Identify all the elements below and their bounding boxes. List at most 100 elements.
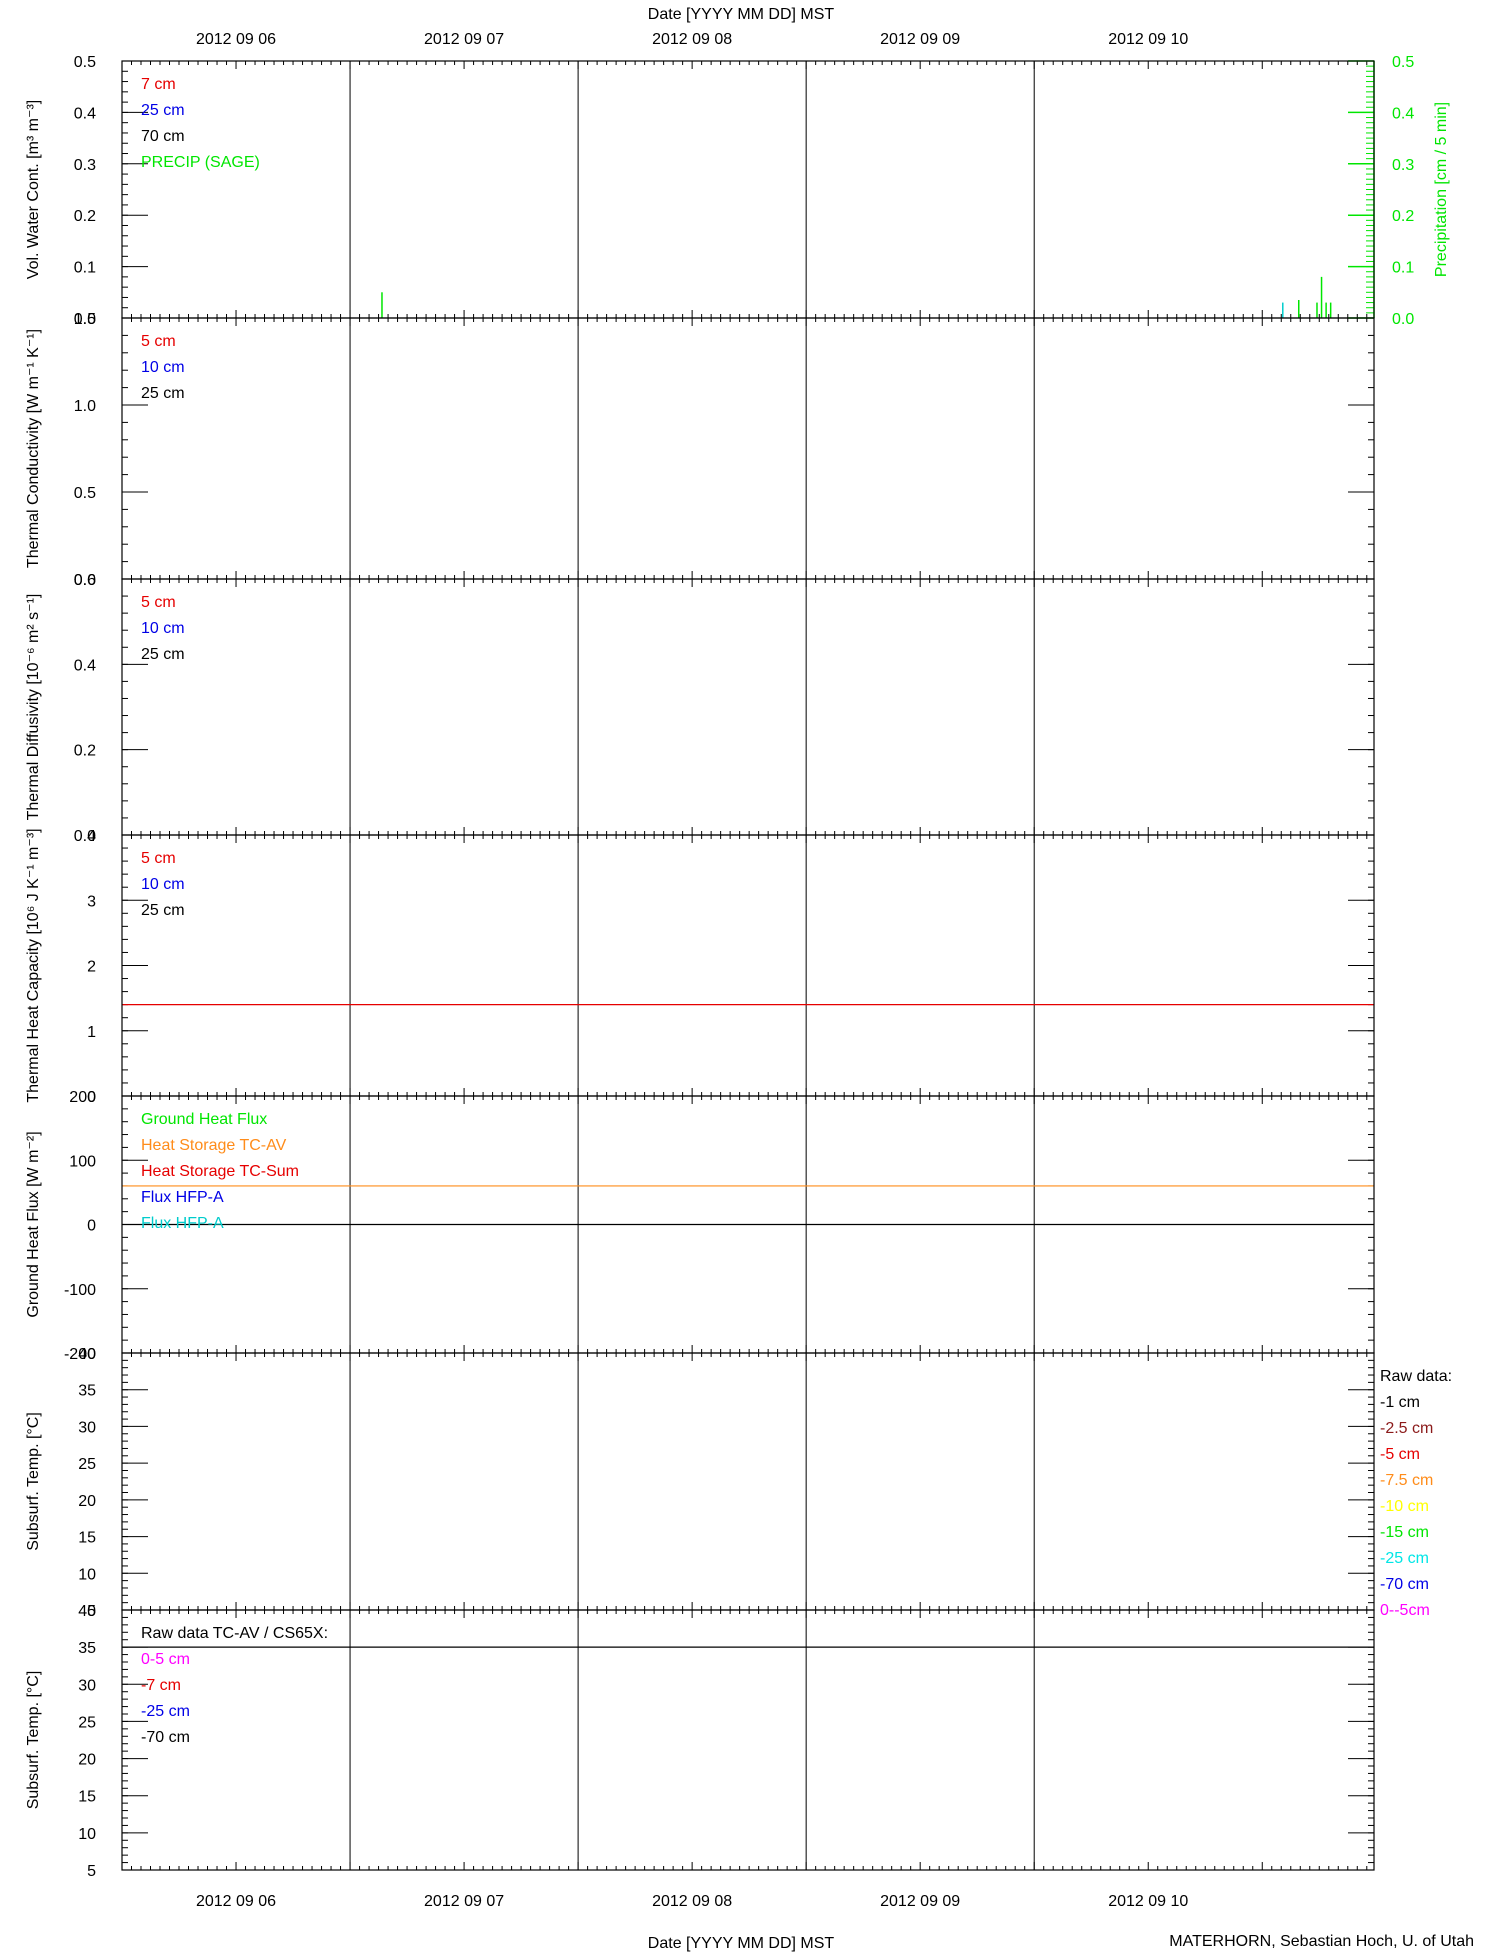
legend-title: Raw data TC-AV / CS65X: [141,1625,328,1642]
legend-entry: Flux HFP-A [141,1189,224,1206]
y-tick-label: 35 [78,1640,96,1657]
legend-entry: 5 cm [141,850,176,867]
y-axis-label: Thermal Conductivity [W m⁻¹ K⁻¹] [25,329,42,568]
y-tick-label: 20 [78,1752,96,1769]
panel-2: 0.0 0.5 1.0 1.5 Thermal Conductivity [W m⁻¹ … [25,311,1375,589]
y-tick-label: 40 [78,1346,96,1363]
y-tick-label: 0.0 [74,828,96,845]
date-tick-label-bottom: 2012 09 07 [424,1893,504,1910]
y-tick-label: 10 [78,1826,96,1843]
legend-entry: -5 cm [1380,1446,1420,1463]
legend-entry: 0-5 cm [141,1651,190,1668]
y-tick-label: 0.4 [74,657,96,674]
date-tick-label-bottom: 2012 09 10 [1108,1893,1188,1910]
legend-entry: -70 cm [1380,1576,1429,1593]
legend-entry: 25 cm [141,902,185,919]
date-tick-label-bottom: 2012 09 09 [880,1893,960,1910]
y-tick-label: 2 [87,959,96,976]
legend-entry: Ground Heat Flux [141,1111,267,1128]
y-tick-label: 5 [87,1863,96,1880]
y-tick-label: -200 [64,1346,96,1363]
legend-entry: -70 cm [141,1729,190,1746]
y-axis-label: Ground Heat Flux [W m⁻²] [25,1131,42,1317]
y-axis-label: Thermal Heat Capacity [10⁶ J K⁻¹ m⁻³] [25,828,42,1102]
legend-entry: -25 cm [141,1703,190,1720]
legend-entry: -1 cm [1380,1394,1420,1411]
date-tick-label-top: 2012 09 06 [196,31,276,48]
y2-tick-label: 0.4 [1392,105,1414,122]
credit-text: MATERHORN, Sebastian Hoch, U. of Utah [1169,1933,1474,1950]
panel-4: 0 1 2 3 4 Thermal Heat Capacity [10⁶ J K⁻¹ m⁻… [25,828,1375,1106]
y-axis-label: Thermal Diffusivity [10⁻⁶ m² s⁻¹] [25,594,42,821]
y-tick-label: 0.1 [74,260,96,277]
y-tick-label: 3 [87,893,96,910]
y-tick-label: 0 [87,1089,96,1106]
y-tick-label: 4 [87,828,96,845]
date-tick-label-top: 2012 09 08 [652,31,732,48]
y-tick-label: 30 [78,1419,96,1436]
panel-6: 5 10 15 20 25 30 35 40 Subsurf. Temp. [°C] Raw da… [25,1346,1452,1620]
y2-tick-label: 0.1 [1392,260,1414,277]
legend-entry: 25 cm [141,102,185,119]
panel-7: 5 10 15 20 25 30 35 40 Subsurf. Temp. [°C] Raw da… [25,1603,1375,1880]
y-tick-label: -100 [64,1282,96,1299]
y2-axis-label: Precipitation [cm / 5 min] [1433,102,1450,277]
y-axis-label: Subsurf. Temp. [°C] [25,1412,42,1551]
legend-entry: 7 cm [141,76,176,93]
legend-entry: PRECIP (SAGE) [141,154,260,171]
y-tick-label: 0.0 [74,311,96,328]
y-tick-label: 1.5 [74,311,96,328]
y-tick-label: 0.2 [74,743,96,760]
legend-entry: 10 cm [141,359,185,376]
legend-entry: Heat Storage TC-Sum [141,1163,299,1180]
y-tick-label: 25 [78,1456,96,1473]
legend-entry: -25 cm [1380,1550,1429,1567]
date-tick-label-bottom: 2012 09 08 [652,1893,732,1910]
legend-entry: 5 cm [141,594,176,611]
y-tick-label: 1.0 [74,398,96,415]
y-tick-label: 40 [78,1603,96,1620]
y-tick-label: 100 [69,1153,96,1170]
panel-frame [121,578,1375,836]
y-tick-label: 200 [69,1089,96,1106]
y-tick-label: 0.3 [74,157,96,174]
y2-tick-label: 0.3 [1392,157,1414,174]
y-tick-label: 35 [78,1383,96,1400]
y2-tick-label: 0.2 [1392,208,1414,225]
panel-3: 0.0 0.2 0.4 0.6 Thermal Diffusivity [10⁻⁶ m²… [25,572,1375,845]
legend-entry: 10 cm [141,876,185,893]
panel-1: 0.0 0.1 0.2 0.3 0.4 0.5 0.0 0.1 0.2 0.3 0.4 0.5 Prec… [25,54,1450,328]
y-axis-label: Subsurf. Temp. [°C] [25,1671,42,1810]
panel-frame [121,834,1375,1097]
y-tick-label: 0 [87,1218,96,1235]
y-tick-label: 10 [78,1566,96,1583]
date-tick-label-top: 2012 09 09 [880,31,960,48]
y-tick-label: 15 [78,1789,96,1806]
legend-entry: 0--5cm [1380,1602,1430,1619]
date-tick-label-bottom: 2012 09 06 [196,1893,276,1910]
panel-frame [121,1352,1375,1611]
y-tick-label: 20 [78,1493,96,1510]
y-tick-label: 0.5 [74,485,96,502]
panel-5: -200 -100 0 100 200 Ground Heat Flux [W m⁻²] G… [25,1089,1375,1363]
y-tick-label: 25 [78,1714,96,1731]
y-tick-label: 30 [78,1677,96,1694]
legend-title: Raw data: [1380,1368,1452,1385]
legend-entry: 25 cm [141,646,185,663]
panel-frame [121,1609,1375,1871]
bottom-axis-label: Date [YYYY MM DD] MST [648,1935,835,1952]
legend-entry: -2.5 cm [1380,1420,1433,1437]
legend-entry: Flux HFP-A [141,1215,224,1232]
legend-entry: -15 cm [1380,1524,1429,1541]
y-tick-label: 15 [78,1530,96,1547]
y2-tick-label: 0.0 [1392,311,1414,328]
y-axis-label: Vol. Water Cont. [m³ m⁻³] [25,100,42,279]
y2-tick-label: 0.5 [1392,54,1414,71]
legend-entry: 10 cm [141,620,185,637]
panels-group: 0.0 0.1 0.2 0.3 0.4 0.5 0.0 0.1 0.2 0.3 0.4 0.5 Prec… [25,54,1452,1880]
legend-entry: Heat Storage TC-AV [141,1137,287,1154]
top-axis-label: Date [YYYY MM DD] MST [648,6,835,23]
legend-entry: -7 cm [141,1677,181,1694]
y-tick-label: 0.2 [74,208,96,225]
y-tick-label: 1 [87,1024,96,1041]
